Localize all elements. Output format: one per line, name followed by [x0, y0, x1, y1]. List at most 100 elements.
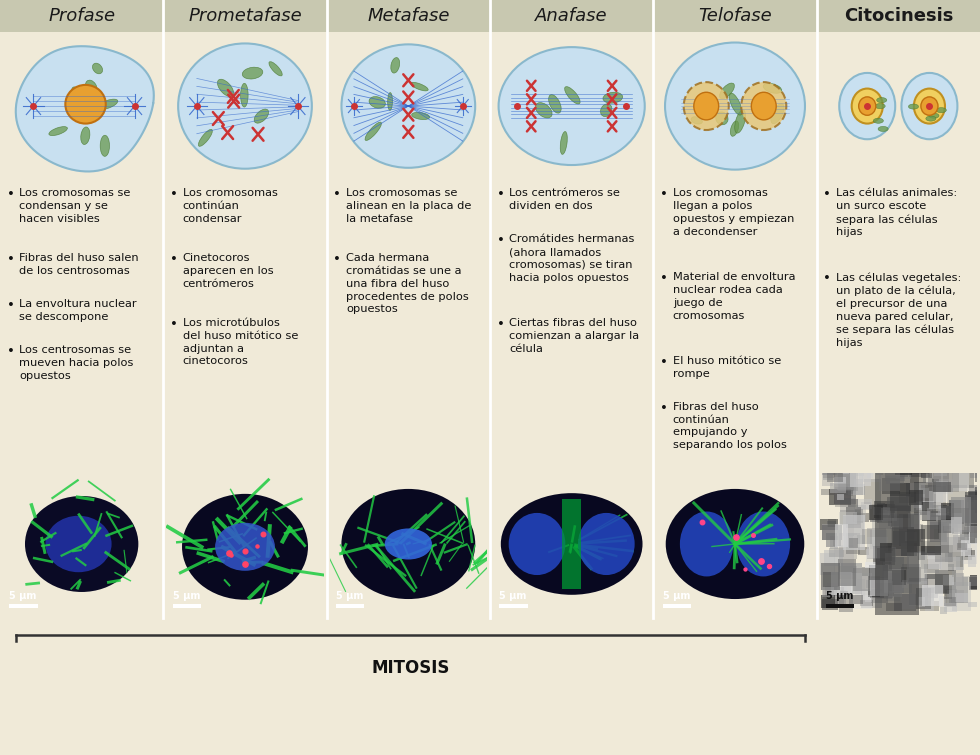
Bar	[845, 536, 853, 547]
Bar	[928, 553, 935, 556]
Bar	[932, 479, 939, 482]
Ellipse shape	[24, 496, 138, 592]
Text: •: •	[497, 234, 505, 248]
Bar	[918, 488, 929, 498]
Bar	[827, 521, 837, 526]
Bar	[825, 586, 837, 596]
Bar	[893, 527, 914, 556]
Bar	[928, 551, 943, 569]
Bar	[855, 522, 864, 535]
Bar	[970, 458, 980, 478]
Bar	[879, 547, 896, 555]
Ellipse shape	[665, 42, 805, 170]
Bar	[835, 487, 857, 507]
Text: •: •	[333, 189, 341, 202]
Ellipse shape	[535, 103, 552, 118]
Bar	[882, 478, 901, 494]
Ellipse shape	[561, 131, 567, 154]
Bar	[870, 530, 887, 549]
Bar	[870, 593, 888, 602]
Ellipse shape	[929, 113, 939, 119]
Bar	[935, 544, 954, 562]
Text: •: •	[171, 318, 178, 331]
Bar	[940, 557, 960, 570]
Bar	[877, 504, 892, 523]
Bar	[867, 528, 886, 559]
Bar	[885, 461, 900, 480]
Bar	[897, 458, 911, 479]
Bar	[920, 601, 940, 611]
Bar	[876, 466, 883, 475]
Bar	[965, 492, 980, 526]
Ellipse shape	[92, 63, 103, 74]
Text: •: •	[497, 318, 505, 331]
Bar	[819, 553, 835, 575]
Bar	[822, 525, 842, 540]
Bar	[875, 473, 919, 615]
Ellipse shape	[921, 97, 938, 116]
Bar	[840, 590, 849, 599]
Ellipse shape	[341, 45, 475, 168]
Ellipse shape	[719, 83, 734, 99]
Bar	[939, 506, 954, 516]
Bar	[975, 490, 980, 513]
Bar	[902, 581, 908, 588]
Bar	[941, 506, 952, 519]
Bar	[963, 528, 976, 537]
Ellipse shape	[684, 82, 729, 130]
Bar	[855, 579, 864, 596]
Ellipse shape	[936, 108, 947, 112]
Ellipse shape	[680, 511, 733, 577]
Bar	[921, 546, 942, 556]
Bar	[824, 550, 843, 566]
Bar	[968, 602, 978, 607]
Bar	[834, 477, 847, 484]
Text: MITOSIS: MITOSIS	[371, 659, 450, 677]
Bar	[907, 552, 927, 584]
Bar	[0, 618, 980, 680]
Bar	[977, 550, 980, 557]
Bar	[876, 504, 885, 513]
Bar	[939, 506, 952, 512]
Bar	[831, 572, 853, 595]
Bar	[901, 568, 921, 582]
Bar	[853, 513, 869, 522]
Text: Citocinesis: Citocinesis	[844, 8, 953, 25]
Bar	[821, 488, 834, 495]
Bar	[921, 485, 936, 503]
Bar	[862, 470, 871, 486]
Bar	[890, 495, 911, 511]
Bar	[934, 462, 947, 476]
Bar	[952, 590, 964, 603]
Ellipse shape	[499, 47, 645, 165]
Bar	[0, 0, 980, 32]
Bar	[922, 463, 934, 478]
Text: •: •	[497, 189, 505, 202]
Bar	[924, 596, 934, 611]
Bar	[942, 503, 954, 519]
Ellipse shape	[412, 112, 429, 119]
Bar	[963, 508, 980, 523]
Bar	[969, 575, 979, 589]
Ellipse shape	[877, 97, 887, 103]
Bar	[847, 490, 853, 496]
Bar	[880, 544, 892, 562]
Bar	[837, 460, 857, 490]
Bar	[936, 481, 949, 502]
Bar	[930, 486, 946, 507]
Bar	[913, 501, 920, 508]
Bar	[899, 514, 919, 546]
Ellipse shape	[218, 79, 233, 97]
Bar	[968, 485, 980, 501]
Bar	[830, 536, 838, 549]
Bar	[830, 482, 846, 493]
Bar	[910, 459, 926, 483]
Bar	[880, 583, 890, 591]
Bar	[907, 513, 920, 530]
Bar	[970, 524, 980, 543]
Bar	[864, 596, 872, 602]
Bar	[886, 467, 906, 481]
Text: Anafase: Anafase	[535, 8, 608, 25]
Text: La envoltura nuclear
se descompone: La envoltura nuclear se descompone	[20, 299, 137, 322]
Bar	[921, 470, 932, 479]
